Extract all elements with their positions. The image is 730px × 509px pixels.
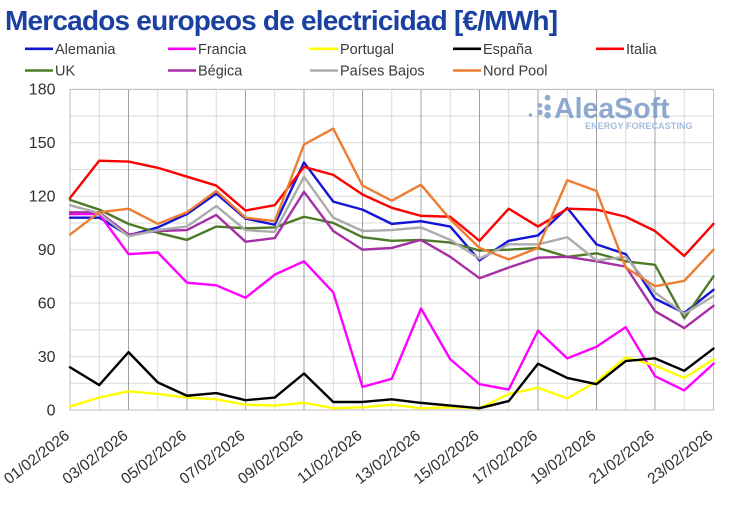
- svg-text:120: 120: [29, 189, 56, 206]
- svg-text:90: 90: [38, 242, 56, 259]
- svg-text:Portugal: Portugal: [340, 42, 394, 58]
- svg-text:Mercados europeos de electrici: Mercados europeos de electricidad [€/MWh…: [5, 5, 557, 36]
- svg-text:Francia: Francia: [198, 42, 247, 58]
- svg-text:UK: UK: [55, 64, 75, 80]
- svg-text:Países Bajos: Países Bajos: [340, 64, 425, 80]
- svg-text:ENERGY FORECASTING: ENERGY FORECASTING: [585, 121, 693, 131]
- svg-text:Italia: Italia: [626, 42, 658, 58]
- svg-text:AleaSoft: AleaSoft: [554, 93, 670, 125]
- svg-text:180: 180: [29, 82, 56, 99]
- svg-text:Alemania: Alemania: [55, 42, 116, 58]
- svg-text:60: 60: [38, 295, 56, 312]
- svg-text:09/02/2026: 09/02/2026: [235, 427, 307, 488]
- svg-text:Bégica: Bégica: [198, 64, 243, 80]
- svg-text:150: 150: [29, 135, 56, 152]
- svg-text:0: 0: [47, 402, 56, 419]
- svg-text:30: 30: [38, 349, 56, 366]
- svg-text:Nord Pool: Nord Pool: [483, 64, 547, 80]
- svg-text:23/02/2026: 23/02/2026: [645, 427, 717, 488]
- svg-text:España: España: [483, 42, 533, 58]
